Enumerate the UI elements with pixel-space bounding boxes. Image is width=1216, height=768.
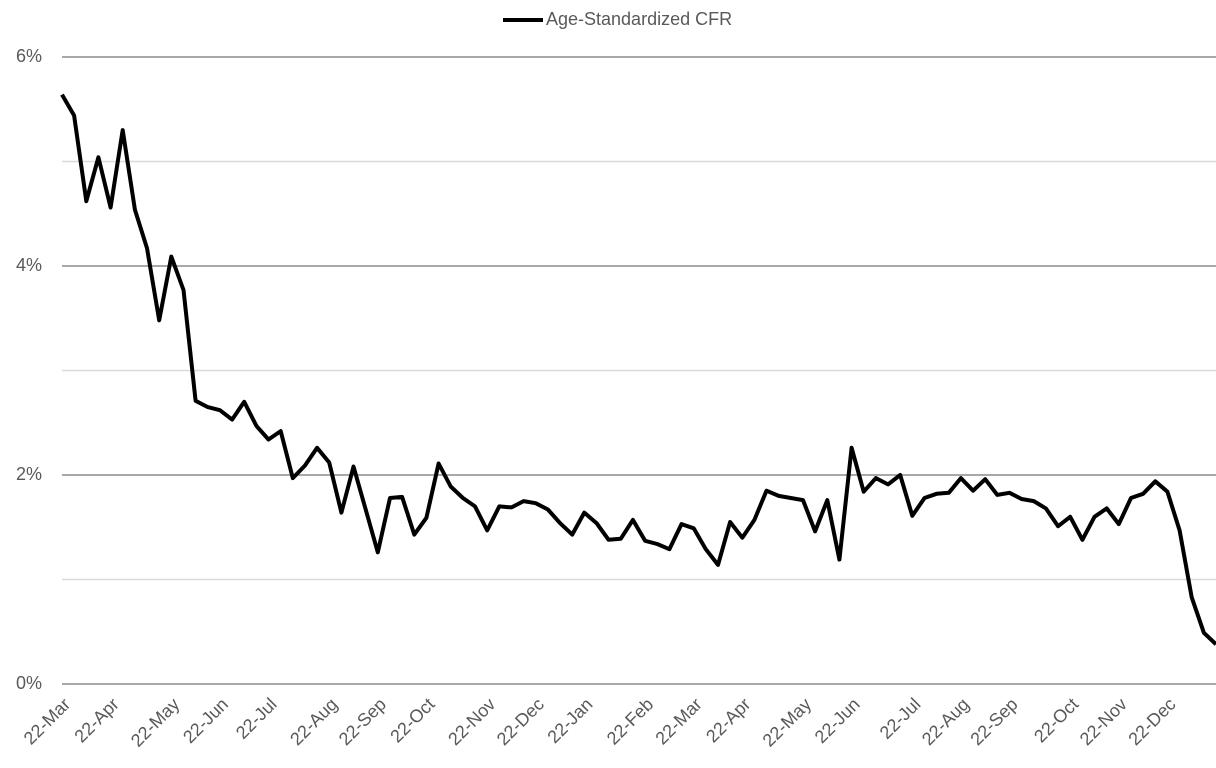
x-tick-label: 22-Dec bbox=[493, 694, 548, 749]
x-tick-label: 22-Jun bbox=[179, 694, 232, 747]
x-tick-label: 22-Aug bbox=[918, 694, 973, 749]
x-tick-label: 22-May bbox=[759, 694, 816, 751]
x-tick-label: 22-Mar bbox=[651, 694, 705, 748]
x-tick-label: 22-Nov bbox=[444, 694, 499, 749]
x-tick-label: 22-Jan bbox=[543, 694, 596, 747]
line-series bbox=[60, 93, 1216, 646]
x-tick-label: 22-Nov bbox=[1076, 694, 1131, 749]
x-tick-label: 22-Jun bbox=[811, 694, 864, 747]
x-tick-label: 22-Aug bbox=[286, 694, 341, 749]
x-tick-label: 22-Feb bbox=[603, 694, 657, 748]
y-tick-label: 2% bbox=[16, 464, 42, 484]
legend-label: Age-Standardized CFR bbox=[546, 9, 732, 29]
x-tick-label: 22-Oct bbox=[1030, 694, 1082, 746]
y-tick-label: 0% bbox=[16, 673, 42, 693]
x-tick-label: 22-Apr bbox=[702, 694, 754, 746]
y-tick-label: 6% bbox=[16, 46, 42, 66]
x-tick-label: 22-Dec bbox=[1124, 694, 1179, 749]
x-tick-label: 22-May bbox=[127, 694, 184, 751]
x-tick-label: 22-Jul bbox=[232, 694, 281, 743]
y-tick-label: 4% bbox=[16, 255, 42, 275]
x-tick-label: 22-Mar bbox=[20, 694, 74, 748]
x-tick-label: 22-Sep bbox=[335, 694, 390, 749]
x-tick-label: 22-Sep bbox=[966, 694, 1021, 749]
x-tick-label: 22-Oct bbox=[386, 694, 438, 746]
x-tick-label: 22-Apr bbox=[70, 694, 122, 746]
